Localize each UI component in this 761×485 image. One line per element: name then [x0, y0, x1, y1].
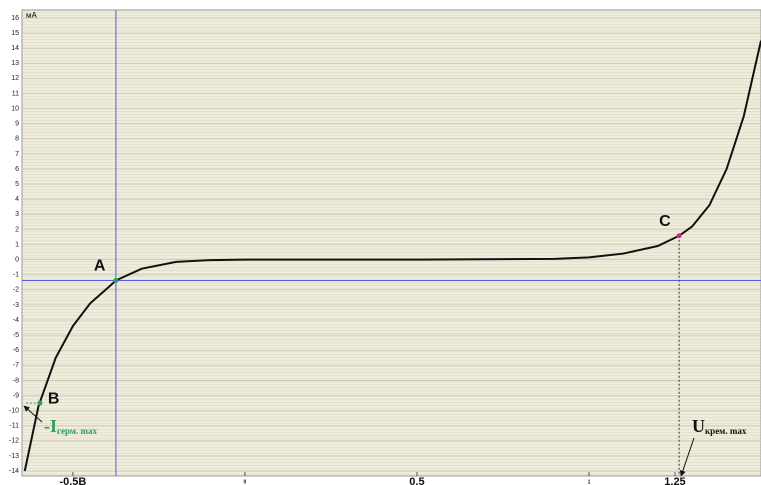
y-tick-label: 8	[15, 136, 19, 143]
y-tick-label: -6	[13, 347, 19, 354]
point-label: C	[659, 213, 671, 230]
y-tick-label: 14	[11, 45, 19, 52]
x-tick-label: 1.25	[664, 476, 685, 485]
y-tick-label: 1	[15, 241, 19, 248]
y-tick-label: 11	[12, 90, 19, 97]
y-tick-label: 4	[15, 196, 19, 203]
y-tick-label: 13	[11, 60, 19, 67]
y-tick-label: -2	[13, 287, 19, 294]
y-tick-label: 9	[15, 121, 19, 128]
annotation: -Iгерм. max	[44, 416, 97, 436]
x-tick-label: 0.5	[409, 476, 424, 485]
y-tick-label: 12	[11, 75, 19, 82]
y-tick-label: 5	[15, 181, 19, 188]
y-tick-label: -12	[9, 438, 19, 445]
y-tick-label: -9	[13, 392, 19, 399]
y-tick-label: -8	[13, 377, 19, 384]
point	[676, 233, 682, 239]
plot-area	[21, 9, 761, 477]
curve	[23, 40, 761, 472]
y-tick-label: 3	[15, 211, 19, 218]
annotation: Uкрем. max	[692, 416, 747, 436]
y-axis-label: мА	[26, 11, 38, 20]
y-tick-label: -5	[13, 332, 19, 339]
annotation-arrow	[23, 405, 43, 423]
y-tick-label: 7	[15, 151, 19, 158]
annotation-arrow	[679, 437, 695, 477]
y-tick-label: 2	[15, 226, 19, 233]
y-tick-label: 0	[15, 256, 19, 263]
y-tick-label: 16	[11, 15, 19, 22]
y-tick-label: -4	[13, 317, 19, 324]
y-tick-label: -11	[9, 423, 19, 430]
plot-content	[22, 10, 761, 476]
annotation-sub: герм. max	[57, 426, 97, 436]
point-label: B	[48, 390, 60, 407]
x-tick-label: 0	[244, 479, 247, 485]
y-tick-label: -13	[9, 453, 19, 460]
annotation-sub: крем. max	[705, 426, 747, 436]
y-tick-label: 6	[15, 166, 19, 173]
x-tick-label: -0.5B	[59, 476, 86, 485]
point-label: A	[94, 258, 106, 275]
x-tick-label: 1	[588, 479, 591, 485]
y-tick-label: -14	[9, 468, 19, 475]
y-tick-label: 15	[11, 30, 19, 37]
point	[37, 400, 43, 406]
y-tick-label: 10	[11, 105, 19, 112]
point	[113, 277, 119, 283]
y-tick-label: -3	[13, 302, 19, 309]
annotation-main: -I	[44, 416, 57, 436]
annotation-main: U	[692, 416, 705, 436]
y-tick-label: -7	[13, 362, 19, 369]
y-tick-label: -10	[9, 407, 19, 414]
y-tick-label: -1	[13, 272, 19, 279]
